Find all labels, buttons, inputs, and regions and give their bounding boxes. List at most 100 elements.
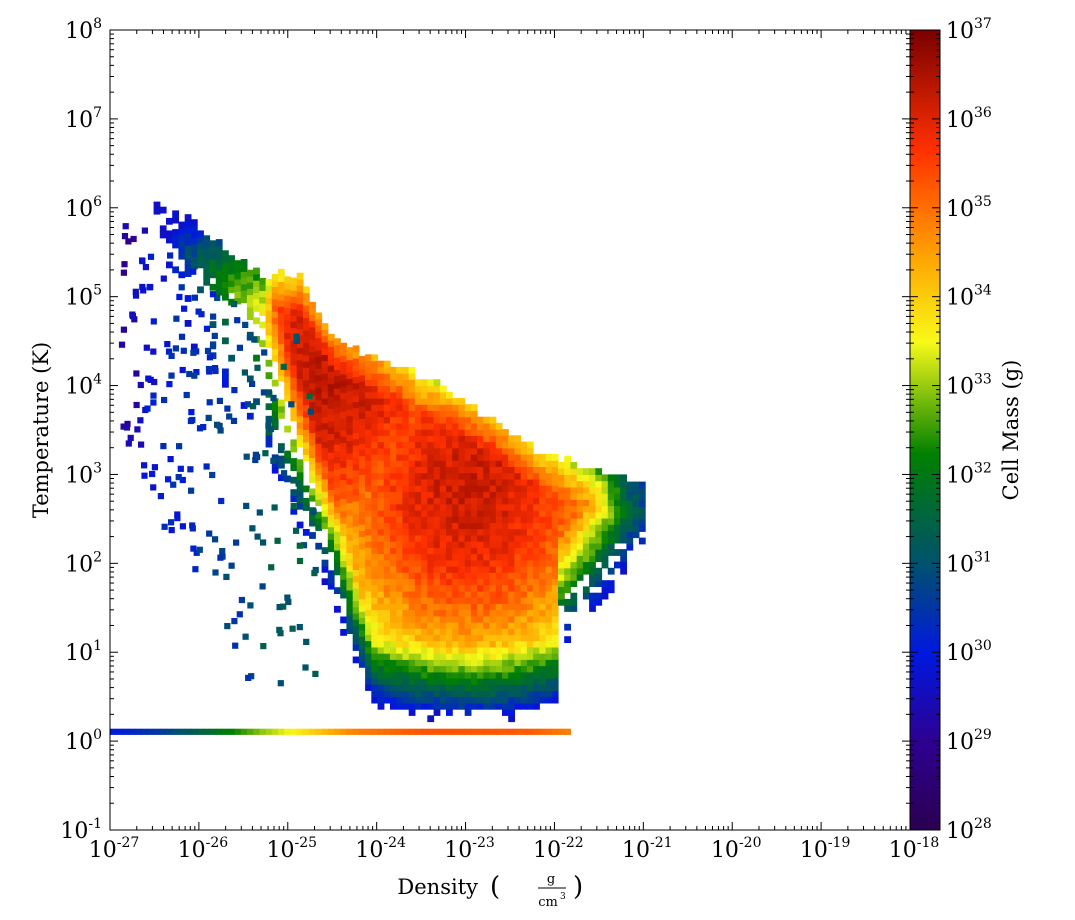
heatmap-cell [489, 472, 497, 480]
heatmap-cell [377, 497, 385, 505]
heatmap-cell [545, 566, 553, 573]
heatmap-cell [458, 572, 466, 579]
heatmap-cell [452, 628, 459, 635]
heatmap-cell [358, 524, 366, 531]
heatmap-cell [265, 372, 273, 379]
heatmap-cell [408, 410, 416, 418]
heatmap-cell [526, 690, 534, 698]
heatmap-cell [421, 653, 428, 660]
heatmap-cell [365, 547, 372, 554]
heatmap-cell [421, 572, 428, 579]
heatmap-cell [296, 440, 304, 448]
heatmap-cell [439, 503, 447, 511]
heatmap-cell [477, 429, 484, 436]
heatmap-cell [483, 510, 491, 517]
heatmap-cell [302, 497, 310, 505]
heatmap-cell [321, 578, 329, 586]
heatmap-cell [371, 503, 379, 511]
heatmap-cell [458, 466, 466, 474]
heatmap-cell [296, 303, 304, 311]
heatmap-cell [458, 566, 466, 573]
heatmap-cell [352, 606, 360, 614]
heatmap-cell [489, 429, 497, 436]
heatmap-cell [607, 524, 615, 531]
heatmap-cell [433, 435, 441, 443]
heatmap-cell [545, 646, 553, 654]
heatmap-cell [477, 435, 484, 443]
heatmap-cell [427, 653, 435, 660]
heatmap-cell [421, 503, 428, 511]
heatmap-cell [520, 541, 528, 548]
heatmap-cell [408, 472, 416, 480]
heatmap-cell [427, 640, 435, 648]
heatmap-outlier-cell [120, 269, 127, 276]
heatmap-cell [576, 567, 584, 575]
heatmap-cell [458, 404, 466, 411]
heatmap-cell [346, 614, 354, 622]
heatmap-outlier-cell [180, 347, 187, 354]
heatmap-cell [558, 505, 565, 513]
heatmap-cell [184, 251, 192, 259]
heatmap-cell [458, 447, 466, 455]
heatmap-cell [334, 537, 341, 545]
heatmap-cell [470, 584, 478, 592]
heatmap-cell [365, 628, 372, 635]
x-axis-unit-denominator: cm [538, 895, 558, 910]
heatmap-cell [558, 598, 565, 606]
heatmap-cell [502, 584, 509, 592]
temperature-floor-cell [383, 728, 391, 735]
heatmap-cell [390, 503, 397, 511]
heatmap-cell [526, 497, 534, 505]
heatmap-cell [321, 565, 329, 573]
heatmap-cell [327, 396, 335, 403]
heatmap-cell [533, 472, 540, 480]
x-tick-label: 10-24 [355, 835, 406, 863]
heatmap-cell [414, 566, 422, 573]
heatmap-cell [483, 671, 491, 679]
heatmap-cell [508, 497, 515, 505]
heatmap-cell [526, 553, 534, 561]
heatmap-cell [533, 516, 540, 523]
heatmap-cell [309, 320, 316, 328]
heatmap-cell [421, 491, 428, 499]
heatmap-cell [452, 553, 459, 561]
heatmap-cell [327, 533, 335, 540]
heatmap-cell [533, 460, 540, 467]
heatmap-cell [371, 373, 379, 380]
heatmap-cell [452, 497, 459, 505]
y-axis-title: Temperature (K) [29, 342, 53, 518]
heatmap-cell [614, 524, 621, 531]
heatmap-cell [495, 547, 503, 555]
y-tick-label: 107 [65, 105, 102, 133]
heatmap-cell [396, 678, 403, 685]
heatmap-cell [278, 455, 285, 463]
heatmap-cell [365, 435, 372, 442]
heatmap-cell [414, 553, 422, 561]
heatmap-cell [265, 285, 273, 292]
heatmap-cell [589, 511, 596, 519]
heatmap-cell [402, 385, 410, 393]
heatmap-cell [551, 466, 559, 474]
heatmap-cell [421, 522, 428, 530]
heatmap-cell [327, 358, 335, 366]
heatmap-outlier-cell [190, 268, 197, 275]
heatmap-cell [526, 454, 534, 461]
heatmap-cell [365, 366, 372, 374]
heatmap-cell [427, 572, 435, 579]
heatmap-cell [433, 709, 441, 716]
heatmap-cell [607, 499, 615, 507]
heatmap-cell [315, 356, 323, 363]
heatmap-cell [302, 504, 310, 511]
heatmap-cell [309, 308, 316, 315]
heatmap-cell [464, 435, 472, 443]
heatmap-cell [545, 491, 553, 499]
heatmap-cell [315, 468, 323, 475]
heatmap-cell [383, 410, 391, 418]
heatmap-cell [371, 497, 379, 505]
heatmap-cell [253, 354, 260, 362]
heatmap-cell [576, 493, 584, 500]
heatmap-cell [315, 349, 323, 357]
heatmap-cell [495, 553, 503, 561]
heatmap-cell [340, 560, 347, 568]
heatmap-cell [595, 524, 603, 531]
